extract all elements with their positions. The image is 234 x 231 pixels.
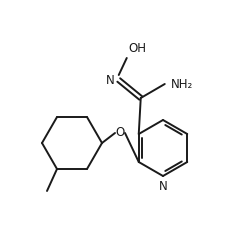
Text: OH: OH [129,42,147,55]
Text: O: O [115,127,125,140]
Text: NH₂: NH₂ [171,77,193,91]
Text: N: N [159,180,167,193]
Text: N: N [106,73,115,86]
